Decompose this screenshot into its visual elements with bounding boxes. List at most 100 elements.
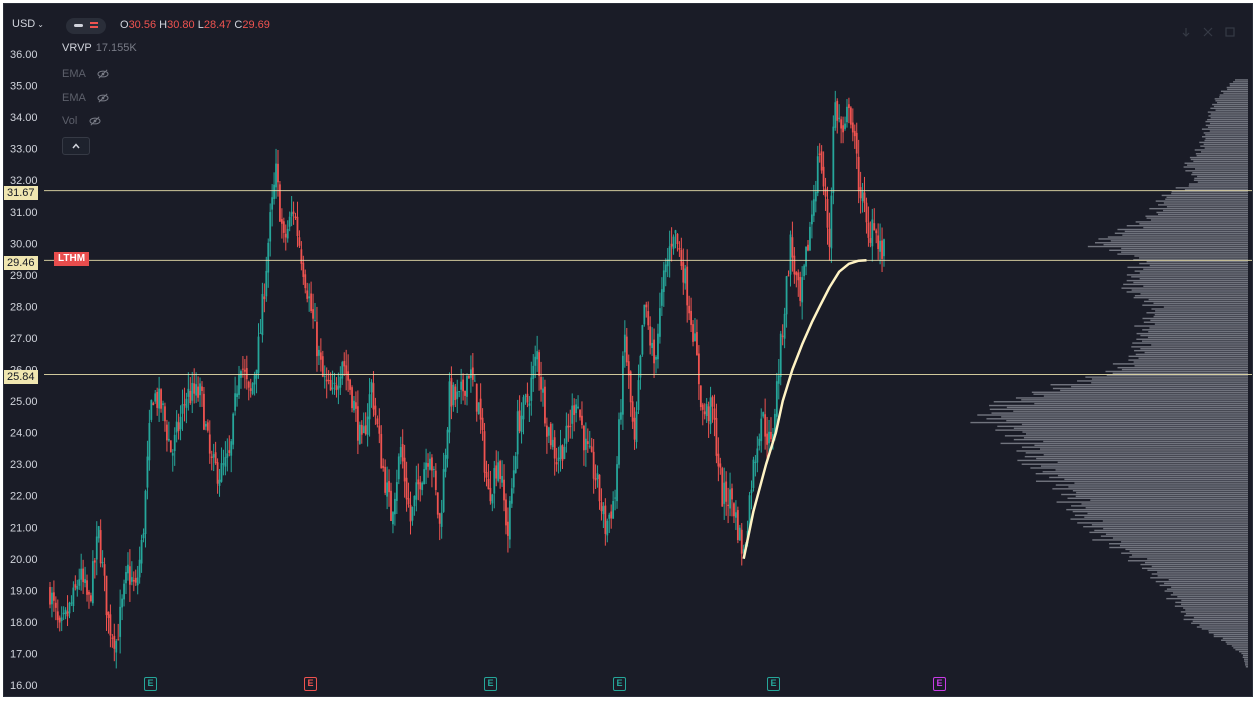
candle-body bbox=[672, 236, 675, 249]
candle-body bbox=[696, 332, 698, 356]
volume-profile-bar bbox=[1125, 548, 1248, 551]
candle-body bbox=[388, 481, 390, 493]
chart-pane[interactable]: 36.00 35.00 34.00 33.00 32.00 31.00 30.00 29.00… bbox=[4, 4, 1252, 696]
candle-body bbox=[310, 293, 313, 312]
candle-body bbox=[183, 404, 186, 406]
y-tick-label: 30.00 bbox=[10, 238, 38, 250]
candle-body bbox=[456, 391, 459, 399]
volume-profile-bar bbox=[1151, 573, 1248, 575]
candle-body bbox=[684, 268, 687, 284]
volume-profile-bar bbox=[1075, 495, 1248, 498]
volume-profile-bar bbox=[1040, 465, 1248, 467]
indicator-ema-2[interactable]: EMA bbox=[62, 92, 110, 104]
candle-body bbox=[119, 606, 122, 637]
candle-body bbox=[694, 333, 696, 342]
collapse-legend-button[interactable] bbox=[62, 137, 90, 155]
volume-profile-bar bbox=[1004, 435, 1248, 437]
volume-profile-bar bbox=[1087, 245, 1248, 248]
candle-body bbox=[216, 462, 219, 484]
candle-body bbox=[848, 104, 850, 109]
earnings-marker[interactable]: E bbox=[484, 677, 497, 691]
candle-body bbox=[818, 153, 821, 156]
candle-body bbox=[429, 458, 431, 470]
earnings-marker[interactable]: E bbox=[144, 677, 157, 691]
candle-body bbox=[471, 367, 474, 380]
candle-body bbox=[384, 466, 387, 493]
volume-profile-bar bbox=[1205, 124, 1248, 127]
volume-profile-bar bbox=[1166, 588, 1248, 590]
candle-body bbox=[378, 425, 381, 434]
close-icon[interactable] bbox=[1202, 26, 1214, 38]
candle-body bbox=[844, 123, 846, 129]
volume-profile-bar bbox=[1149, 264, 1248, 267]
earnings-marker[interactable]: E bbox=[933, 677, 946, 691]
candle-body bbox=[162, 403, 164, 405]
y-tick-label: 21.00 bbox=[10, 522, 38, 534]
indicator-vrvp[interactable]: VRVP 17.155K bbox=[62, 42, 137, 54]
earnings-marker[interactable]: E bbox=[304, 677, 317, 691]
candle-body bbox=[863, 192, 866, 203]
volume-profile-bar bbox=[1210, 113, 1248, 115]
volume-profile-bar bbox=[1126, 279, 1248, 282]
indicator-ema-1[interactable]: EMA bbox=[62, 68, 110, 80]
volume-profile-bar bbox=[1150, 219, 1248, 221]
candle-body bbox=[450, 378, 453, 407]
volume-profile-bar bbox=[1006, 419, 1248, 422]
indicator-vol[interactable]: Vol bbox=[62, 115, 102, 127]
candle-body bbox=[627, 361, 630, 376]
chart-canvas[interactable]: 36.00 35.00 34.00 33.00 32.00 31.00 30.00 29.00… bbox=[4, 4, 1252, 696]
candle-body bbox=[867, 222, 870, 238]
candle-body bbox=[177, 422, 180, 432]
candle-body bbox=[598, 474, 601, 502]
minus-icon bbox=[74, 24, 83, 27]
eye-off-icon[interactable] bbox=[96, 93, 110, 103]
candle-body bbox=[849, 107, 852, 125]
eye-off-icon[interactable] bbox=[96, 69, 110, 79]
volume-profile-bar bbox=[1030, 467, 1248, 469]
candle-body bbox=[304, 274, 307, 289]
candle-body bbox=[360, 424, 363, 435]
volume-profile-bar bbox=[1208, 630, 1248, 632]
volume-profile-bar bbox=[1231, 645, 1248, 647]
currency-selector[interactable]: USD ⌄ bbox=[12, 18, 44, 30]
candle-body bbox=[370, 381, 373, 393]
series-toggle[interactable] bbox=[66, 18, 106, 34]
volume-profile-bar bbox=[1207, 126, 1248, 128]
candle-body bbox=[90, 595, 92, 602]
eye-off-icon[interactable] bbox=[88, 116, 102, 126]
candle-body bbox=[275, 163, 277, 188]
y-tick-label: 19.00 bbox=[10, 585, 38, 597]
volume-profile-bar bbox=[1177, 596, 1248, 598]
candle-body bbox=[189, 390, 192, 404]
volume-profile-bar bbox=[1229, 84, 1248, 87]
volume-profile-bar bbox=[1146, 312, 1248, 314]
candle-body bbox=[682, 262, 685, 283]
arrow-down-icon[interactable] bbox=[1180, 26, 1192, 38]
candle-body bbox=[532, 365, 535, 379]
volume-profile-bar bbox=[1127, 560, 1248, 562]
y-tick-label: 36.00 bbox=[10, 49, 38, 61]
volume-profile-bar bbox=[1164, 590, 1248, 592]
candle-body bbox=[171, 453, 174, 456]
volume-profile-bar bbox=[1205, 134, 1248, 136]
earnings-marker[interactable]: E bbox=[767, 677, 780, 691]
volume-profile-bar bbox=[1135, 353, 1248, 356]
earnings-marker[interactable]: E bbox=[613, 677, 626, 691]
candle-body bbox=[366, 416, 369, 435]
volume-profile-bar bbox=[1066, 508, 1248, 511]
candle-body bbox=[208, 434, 211, 454]
candle-body bbox=[473, 380, 476, 382]
volume-profile-bar bbox=[1171, 192, 1248, 195]
volume-profile-bar bbox=[1183, 166, 1248, 168]
volume-profile-bar bbox=[1067, 497, 1248, 499]
candle-body bbox=[641, 325, 644, 355]
candle-body bbox=[803, 265, 806, 277]
candle-body bbox=[95, 536, 98, 560]
maximize-icon[interactable] bbox=[1224, 26, 1236, 38]
candle-body bbox=[620, 412, 622, 420]
volume-profile-bar bbox=[1183, 618, 1248, 621]
volume-profile-bar bbox=[1203, 132, 1248, 134]
volume-profile-bar bbox=[1103, 527, 1248, 530]
candle-body bbox=[614, 497, 616, 499]
candle-body bbox=[222, 463, 225, 465]
